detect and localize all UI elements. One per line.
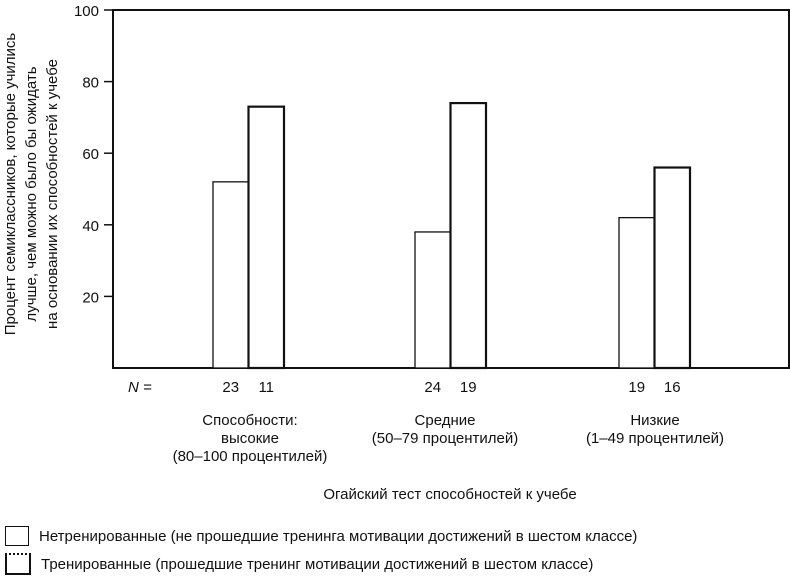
n-value: 16 [664, 379, 681, 396]
legend-label: Тренированные (прошедшие тренинг мотивац… [41, 555, 594, 573]
y-axis-title-line: на основании их способностей к учебе [44, 59, 61, 329]
n-value: 19 [628, 379, 645, 396]
n-label: N = [128, 379, 152, 396]
legend-swatch-trained [5, 553, 31, 575]
category-label-low: Низкие (1–49 процентилей) [555, 412, 755, 448]
category-label-medium: Средние (50–79 процентилей) [345, 412, 545, 448]
y-tick-label: 20 [82, 289, 99, 306]
y-tick-label: 60 [82, 146, 99, 163]
bar-trained [449, 101, 488, 370]
legend-label: Нетренированные (не прошедшие тренинга м… [39, 527, 638, 545]
category-label-high: Способности: высокие (80–100 процентилей… [150, 412, 350, 466]
bar-trained [247, 105, 286, 370]
n-value: 24 [424, 379, 441, 396]
bar-trained [653, 166, 692, 370]
y-tick-label: 40 [82, 218, 99, 235]
n-value: 11 [258, 379, 274, 396]
category-line: высокие [220, 430, 280, 447]
legend-swatch-untrained [5, 526, 29, 546]
legend-item-trained: Тренированные (прошедшие тренинг мотивац… [5, 553, 593, 575]
x-axis-title: Огайский тест способностей к учебе [323, 486, 577, 503]
n-value: 23 [222, 379, 239, 396]
category-line: Способности: [202, 412, 298, 429]
category-line: (1–49 процентилей) [585, 430, 725, 447]
bar-untrained [414, 231, 452, 369]
category-line: Средние [414, 412, 476, 429]
bar-untrained [618, 216, 656, 369]
n-value: 19 [460, 379, 477, 396]
bar-chart: 20 40 60 80 100 23 11 24 19 19 16 N = Процент семикл… [2, 3, 790, 396]
category-line: Низкие [630, 412, 680, 429]
y-axis-title: Процент семиклассников, которые учились л… [2, 33, 61, 336]
legend-item-untrained: Нетренированные (не прошедшие тренинга м… [5, 526, 637, 546]
category-line: (80–100 процентилей) [172, 448, 328, 465]
category-line: (50–79 процентилей) [371, 430, 519, 447]
bar-untrained [212, 181, 250, 369]
y-tick-label: 100 [74, 3, 99, 20]
y-tick-label: 80 [82, 75, 99, 92]
y-axis-title-line: Процент семиклассников, которые учились [2, 33, 19, 336]
y-axis-title-line: лучше, чем можно было бы ожидать [23, 66, 40, 321]
